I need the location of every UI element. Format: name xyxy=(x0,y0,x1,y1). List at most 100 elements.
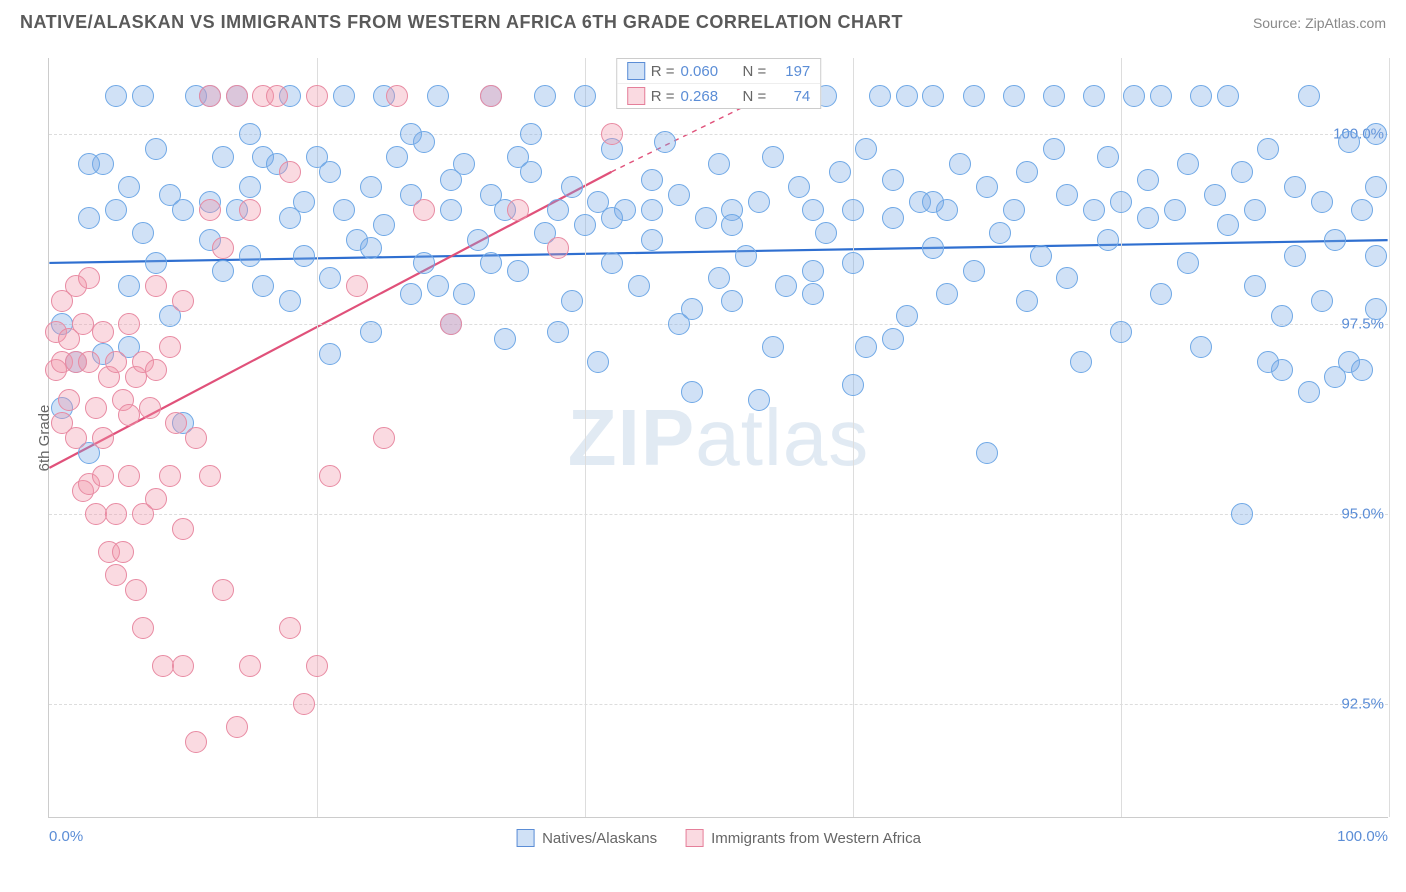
legend-item: Immigrants from Western Africa xyxy=(685,829,921,847)
scatter-point xyxy=(842,252,864,274)
scatter-point xyxy=(1110,191,1132,213)
y-axis-title: 6th Grade xyxy=(36,404,53,471)
scatter-point xyxy=(976,176,998,198)
scatter-point xyxy=(145,275,167,297)
scatter-point xyxy=(1244,275,1266,297)
scatter-point xyxy=(1217,85,1239,107)
scatter-point xyxy=(788,176,810,198)
scatter-point xyxy=(534,85,556,107)
scatter-point xyxy=(561,290,583,312)
scatter-point xyxy=(681,298,703,320)
scatter-point xyxy=(721,214,743,236)
scatter-point xyxy=(212,237,234,259)
legend-n-label: N = xyxy=(743,63,767,80)
scatter-point xyxy=(869,85,891,107)
scatter-point xyxy=(989,222,1011,244)
legend-r-value: 0.060 xyxy=(681,63,737,80)
scatter-point xyxy=(1043,85,1065,107)
scatter-point xyxy=(601,252,623,274)
scatter-point xyxy=(85,397,107,419)
scatter-point xyxy=(963,260,985,282)
scatter-point xyxy=(1016,290,1038,312)
scatter-point xyxy=(105,85,127,107)
scatter-point xyxy=(319,343,341,365)
gridline-vertical xyxy=(853,58,854,817)
scatter-point xyxy=(65,427,87,449)
scatter-point xyxy=(333,85,355,107)
legend-label: Immigrants from Western Africa xyxy=(711,830,921,847)
scatter-point xyxy=(400,283,422,305)
legend-swatch xyxy=(627,87,645,105)
scatter-point xyxy=(92,427,114,449)
scatter-point xyxy=(212,260,234,282)
scatter-point xyxy=(306,85,328,107)
scatter-point xyxy=(815,222,837,244)
scatter-point xyxy=(212,579,234,601)
scatter-point xyxy=(85,503,107,525)
scatter-point xyxy=(1271,305,1293,327)
gridline-vertical xyxy=(1389,58,1390,817)
scatter-point xyxy=(1123,85,1145,107)
scatter-point xyxy=(1097,229,1119,251)
scatter-point xyxy=(78,153,100,175)
scatter-point xyxy=(78,351,100,373)
scatter-point xyxy=(882,169,904,191)
scatter-point xyxy=(239,655,261,677)
scatter-point xyxy=(118,404,140,426)
scatter-point xyxy=(145,488,167,510)
scatter-point xyxy=(1244,199,1266,221)
scatter-point xyxy=(1284,245,1306,267)
scatter-point xyxy=(882,328,904,350)
scatter-point xyxy=(386,146,408,168)
scatter-point xyxy=(319,267,341,289)
scatter-point xyxy=(413,199,435,221)
legend-swatch xyxy=(627,62,645,80)
scatter-point xyxy=(922,191,944,213)
scatter-point xyxy=(775,275,797,297)
scatter-point xyxy=(1311,290,1333,312)
scatter-point xyxy=(896,305,918,327)
scatter-point xyxy=(587,351,609,373)
legend-n-label: N = xyxy=(743,88,767,105)
scatter-point xyxy=(118,275,140,297)
watermark: ZIPatlas xyxy=(568,392,869,484)
scatter-point xyxy=(427,85,449,107)
scatter-point xyxy=(1137,169,1159,191)
scatter-point xyxy=(1190,336,1212,358)
scatter-point xyxy=(58,389,80,411)
x-min-label: 0.0% xyxy=(49,828,83,845)
scatter-point xyxy=(574,85,596,107)
scatter-point xyxy=(1217,214,1239,236)
scatter-point xyxy=(507,199,529,221)
scatter-point xyxy=(360,237,382,259)
legend-n-value: 74 xyxy=(772,88,810,105)
scatter-point xyxy=(185,731,207,753)
scatter-point xyxy=(1177,153,1199,175)
legend-item: Natives/Alaskans xyxy=(516,829,657,847)
scatter-point xyxy=(668,184,690,206)
scatter-point xyxy=(1016,161,1038,183)
scatter-point xyxy=(373,427,395,449)
scatter-point xyxy=(132,85,154,107)
scatter-point xyxy=(92,465,114,487)
scatter-point xyxy=(1043,138,1065,160)
legend-row: R =0.060N =197 xyxy=(617,59,821,83)
scatter-point xyxy=(547,321,569,343)
scatter-point xyxy=(145,359,167,381)
scatter-point xyxy=(212,146,234,168)
legend-row: R =0.268N =74 xyxy=(617,83,821,108)
scatter-point xyxy=(721,290,743,312)
scatter-point xyxy=(829,161,851,183)
scatter-point xyxy=(105,503,127,525)
x-max-label: 100.0% xyxy=(1337,828,1388,845)
scatter-point xyxy=(1365,176,1387,198)
scatter-point xyxy=(922,85,944,107)
chart-title: NATIVE/ALASKAN VS IMMIGRANTS FROM WESTER… xyxy=(20,12,903,33)
scatter-point xyxy=(172,655,194,677)
y-tick-label: 95.0% xyxy=(1341,506,1384,523)
legend-n-value: 197 xyxy=(772,63,810,80)
scatter-point xyxy=(105,564,127,586)
gridline-horizontal xyxy=(49,514,1388,515)
scatter-point xyxy=(226,85,248,107)
scatter-point xyxy=(152,655,174,677)
